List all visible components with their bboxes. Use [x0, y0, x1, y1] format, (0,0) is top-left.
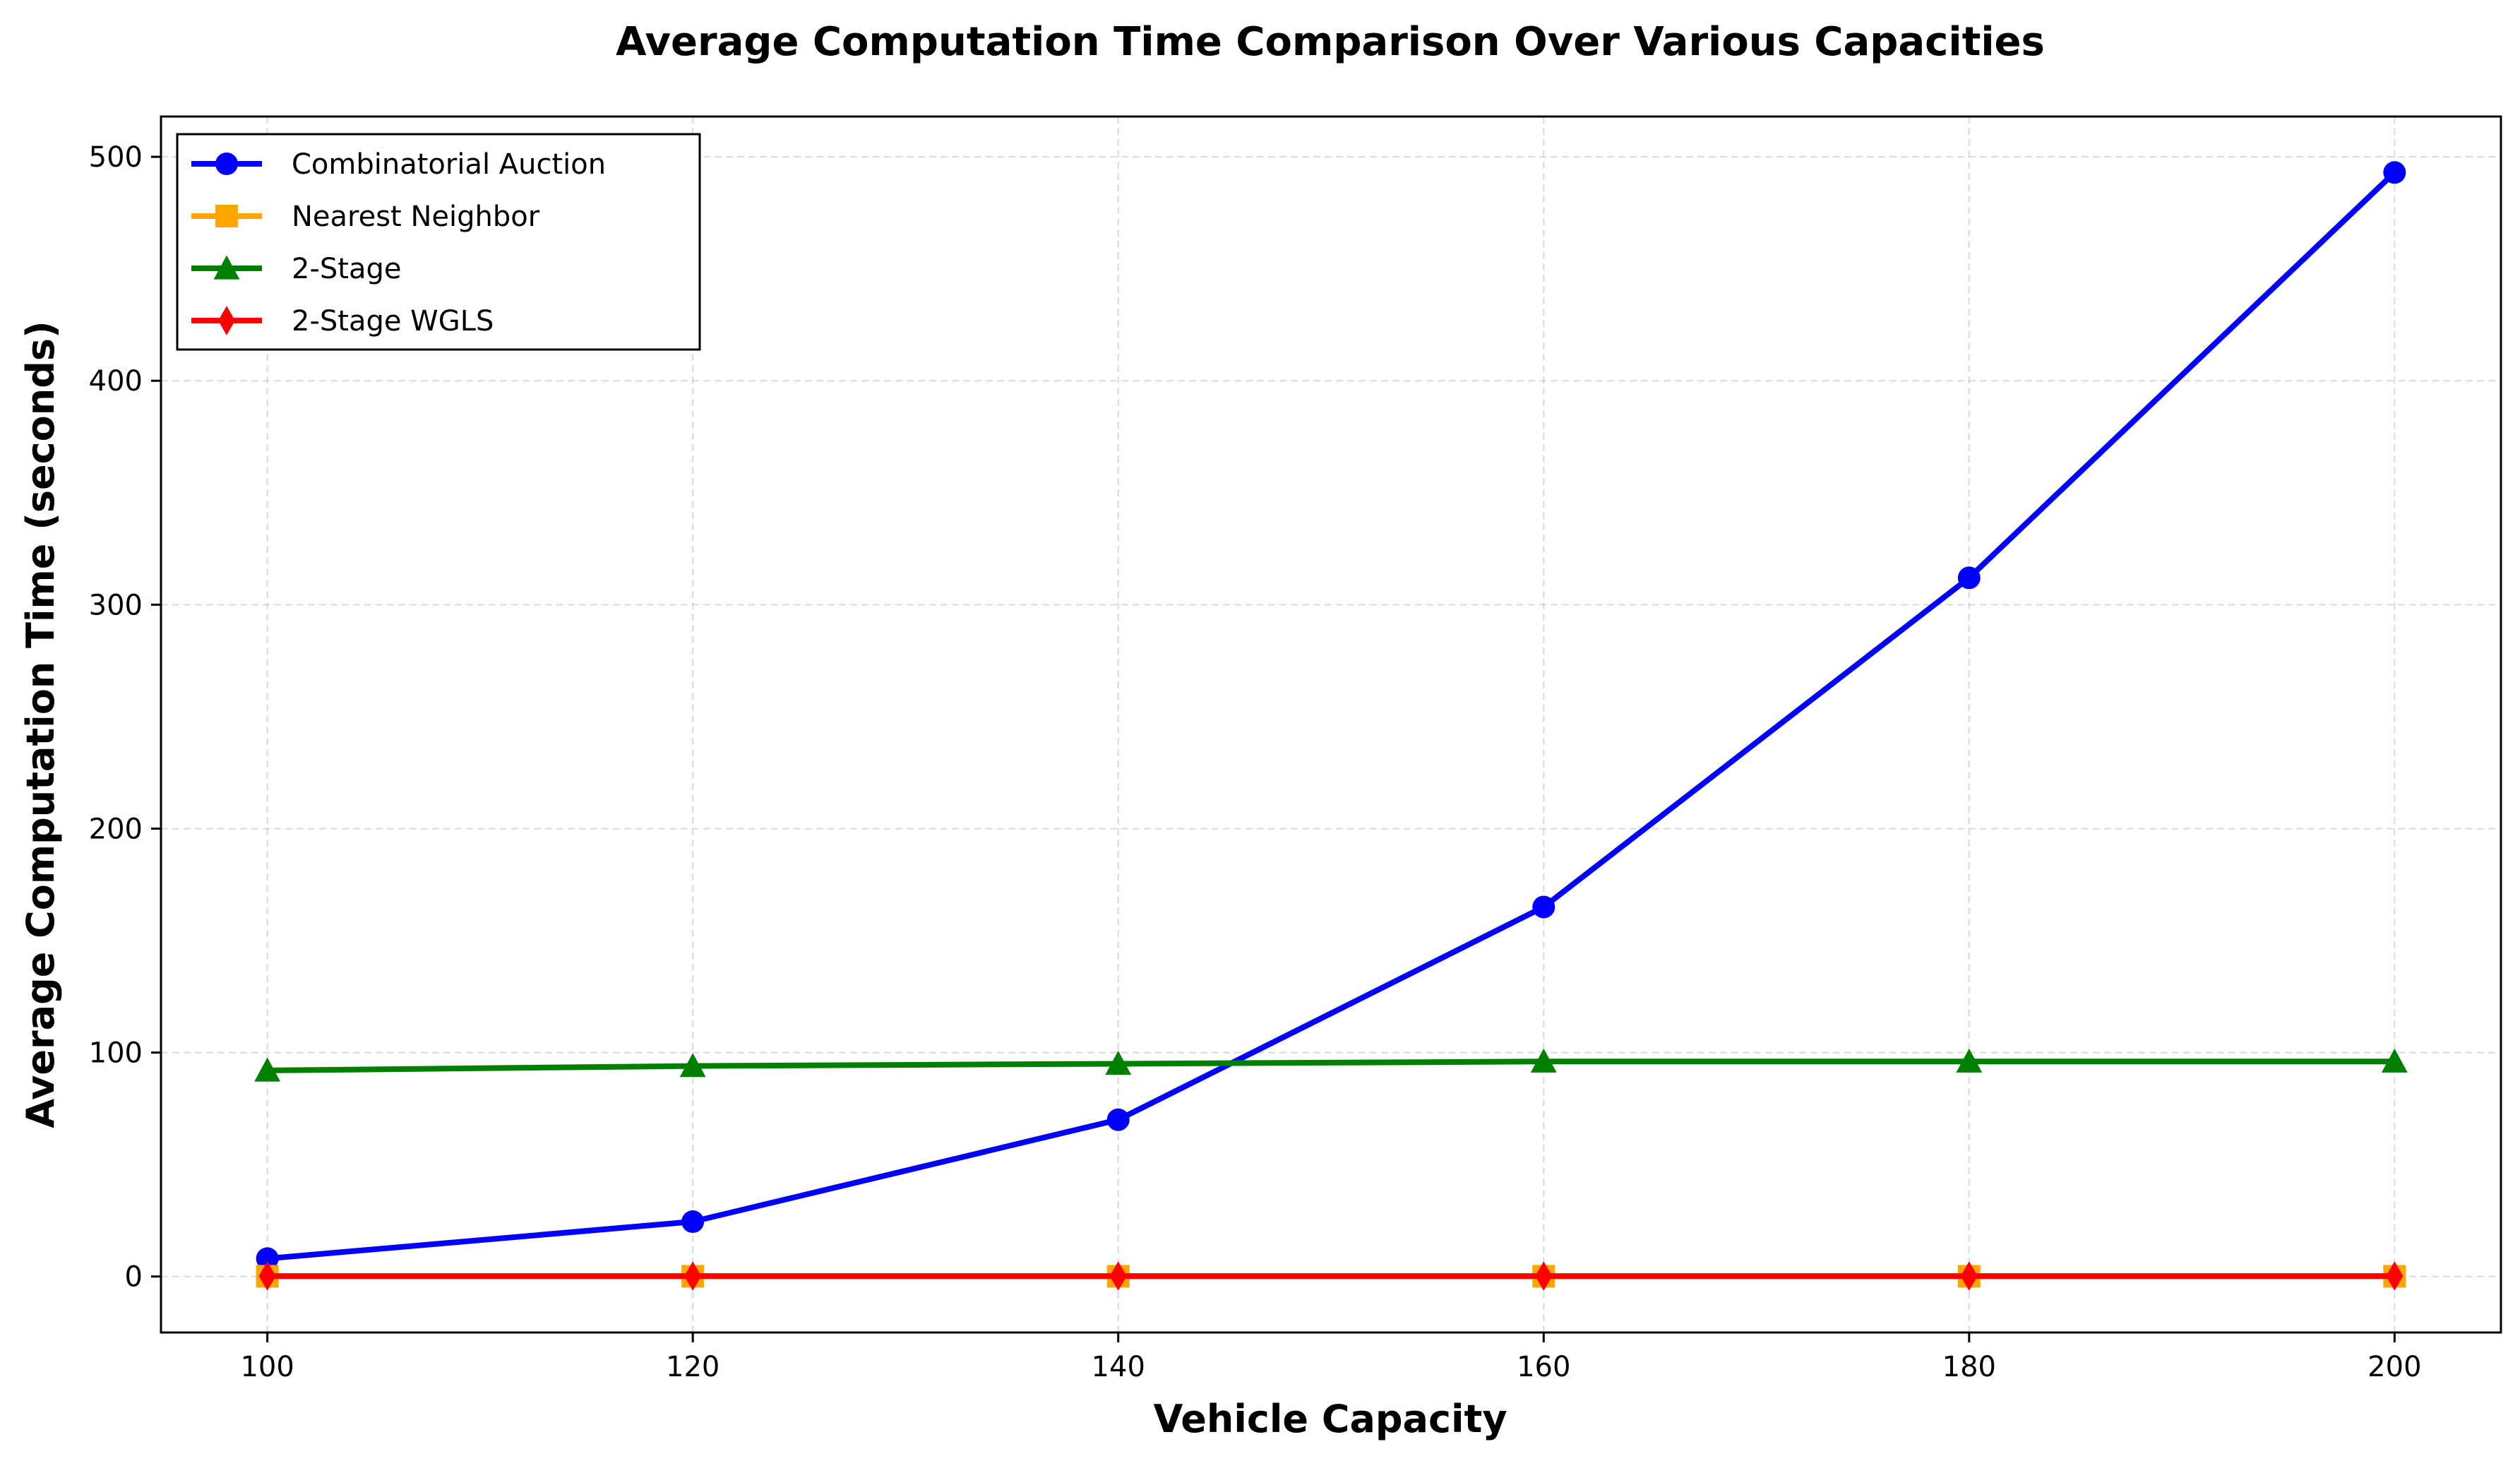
legend-item-combinatorial-auction: Combinatorial Auction [191, 148, 606, 181]
data-point-combinatorial-auction [2383, 161, 2406, 184]
data-point-2-stage-wgls [1535, 1261, 1553, 1291]
legend-label: 2-Stage [292, 253, 401, 285]
data-point-2-stage [679, 1053, 706, 1078]
data-point-2-stage-wgls [2386, 1261, 2403, 1291]
legend: Combinatorial Auction Nearest Neighbor 2-S… [176, 133, 701, 351]
data-point-combinatorial-auction [681, 1210, 705, 1234]
legend-items: Combinatorial Auction Nearest Neighbor 2-S… [191, 148, 606, 338]
x-tick-label: 100 [240, 1351, 294, 1383]
x-axis-label: Vehicle Capacity [1153, 1397, 1507, 1441]
series-layer [254, 161, 2408, 1291]
x-tick-label: 140 [1092, 1351, 1145, 1383]
data-point-combinatorial-auction [1957, 566, 1981, 590]
data-point-combinatorial-auction [1106, 1108, 1130, 1131]
legend-item-2-stage-wgls: 2-Stage WGLS [191, 305, 494, 338]
series-2-stage [254, 1048, 2408, 1082]
legend-label: Combinatorial Auction [292, 148, 606, 181]
data-point-2-stage-wgls [684, 1261, 702, 1291]
legend-box [176, 133, 701, 351]
data-point-2-stage [1530, 1048, 1557, 1073]
legend-item-nearest-neighbor: Nearest Neighbor [191, 201, 540, 233]
data-point-2-stage-wgls [258, 1261, 276, 1291]
data-point-2-stage [1105, 1051, 1132, 1075]
y-tick-label: 400 [89, 365, 143, 398]
legend-marker [215, 205, 238, 227]
data-point-2-stage [254, 1057, 281, 1082]
legend-label: Nearest Neighbor [292, 201, 540, 233]
x-tick-label: 160 [1517, 1351, 1570, 1383]
tick-layer: 100 120 140 160 180 200 0 100 200 300 400 500 [89, 141, 2422, 1383]
y-axis-label: Average Computation Time (seconds) [18, 321, 63, 1128]
data-point-2-stage [2381, 1048, 2408, 1073]
data-point-combinatorial-auction [1532, 895, 1555, 919]
x-tick-label: 200 [2367, 1351, 2421, 1383]
legend-item-2-stage: 2-Stage [191, 253, 401, 285]
chart-title: Average Computation Time Comparison Over… [616, 19, 2045, 65]
y-tick-label: 200 [89, 813, 143, 845]
y-tick-label: 300 [89, 589, 143, 621]
legend-marker [215, 153, 238, 175]
x-tick-label: 120 [666, 1351, 719, 1383]
plot-frame [160, 115, 2502, 1334]
y-tick-label: 500 [89, 141, 143, 174]
y-tick-label: 100 [89, 1037, 143, 1070]
data-point-2-stage-wgls [1960, 1261, 1978, 1291]
legend-label: 2-Stage WGLS [292, 305, 494, 338]
data-point-2-stage-wgls [1109, 1261, 1127, 1291]
y-tick-label: 0 [125, 1261, 143, 1294]
data-point-2-stage [1956, 1048, 1983, 1073]
series-2-stage-wgls [258, 1261, 2403, 1291]
x-tick-label: 180 [1942, 1351, 1996, 1383]
series-line-combinatorial-auction [267, 170, 2397, 1262]
legend-marker [218, 306, 235, 335]
series-line-2-stage [267, 1059, 2395, 1073]
data-point-combinatorial-auction [256, 1247, 279, 1270]
legend-marker [213, 255, 240, 280]
series-combinatorial-auction [256, 161, 2406, 1270]
